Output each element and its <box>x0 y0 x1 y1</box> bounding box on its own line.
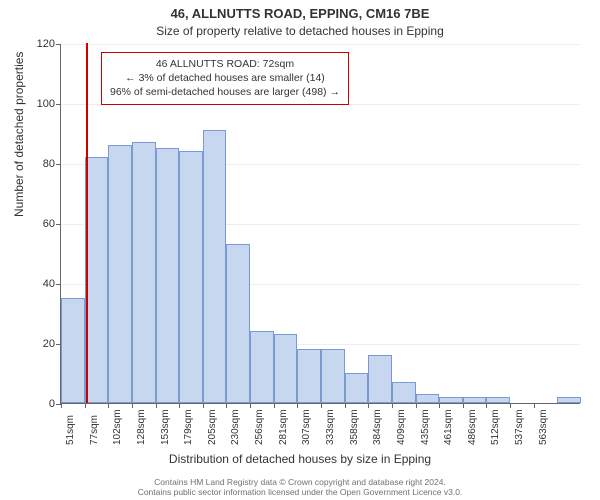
histogram-bar <box>463 397 487 403</box>
annotation-line2: ← 3% of detached houses are smaller (14) <box>110 71 340 85</box>
x-tick-label: 230sqm <box>230 409 241 445</box>
y-tick-label: 80 <box>43 158 61 170</box>
footer: Contains HM Land Registry data © Crown c… <box>0 477 600 498</box>
histogram-bar <box>250 331 274 403</box>
x-tick-label: 486sqm <box>467 409 478 445</box>
y-tick-label: 60 <box>43 218 61 230</box>
x-tick <box>203 403 204 408</box>
x-tick <box>345 403 346 408</box>
x-tick-label: 179sqm <box>183 409 194 445</box>
histogram-bar <box>108 145 132 403</box>
x-tick <box>274 403 275 408</box>
x-tick <box>486 403 487 408</box>
histogram-bar <box>85 157 109 403</box>
x-tick-label: 307sqm <box>301 409 312 445</box>
plot-area: 02040608010012051sqm77sqm102sqm128sqm153… <box>60 44 580 404</box>
histogram-bar <box>345 373 369 403</box>
x-tick-label: 358sqm <box>349 409 360 445</box>
histogram-bar <box>416 394 440 403</box>
y-tick-label: 0 <box>49 398 61 410</box>
x-axis-title: Distribution of detached houses by size … <box>0 452 600 466</box>
x-tick-label: 563sqm <box>538 409 549 445</box>
histogram-bar <box>439 397 463 403</box>
x-tick-label: 537sqm <box>514 409 525 445</box>
y-tick-label: 20 <box>43 338 61 350</box>
x-tick <box>179 403 180 408</box>
histogram-bar <box>486 397 510 403</box>
y-tick-label: 120 <box>37 38 61 50</box>
x-tick-label: 281sqm <box>278 409 289 445</box>
x-tick-label: 102sqm <box>112 409 123 445</box>
y-tick-label: 100 <box>37 98 61 110</box>
y-axis-title: Number of detached properties <box>12 52 26 217</box>
x-tick-label: 512sqm <box>490 409 501 445</box>
histogram-bar <box>203 130 227 403</box>
x-tick-label: 205sqm <box>207 409 218 445</box>
x-tick-label: 51sqm <box>65 415 76 445</box>
histogram-bar <box>179 151 203 403</box>
histogram-bar <box>156 148 180 403</box>
x-tick <box>534 403 535 408</box>
x-tick-label: 77sqm <box>89 415 100 445</box>
x-tick <box>108 403 109 408</box>
histogram-bar <box>557 397 581 403</box>
footer-line2: Contains public sector information licen… <box>0 487 600 498</box>
x-tick-label: 435sqm <box>420 409 431 445</box>
reference-line <box>86 43 88 403</box>
x-tick-label: 384sqm <box>372 409 383 445</box>
annotation-box: 46 ALLNUTTS ROAD: 72sqm ← 3% of detached… <box>101 52 349 105</box>
x-tick-label: 333sqm <box>325 409 336 445</box>
x-tick <box>61 403 62 408</box>
histogram-bar <box>132 142 156 403</box>
x-tick <box>392 403 393 408</box>
histogram-bar <box>368 355 392 403</box>
histogram-bar <box>321 349 345 403</box>
x-tick <box>85 403 86 408</box>
x-tick-label: 461sqm <box>443 409 454 445</box>
x-tick <box>226 403 227 408</box>
x-tick <box>463 403 464 408</box>
x-tick <box>321 403 322 408</box>
y-tick-label: 40 <box>43 278 61 290</box>
histogram-bar <box>274 334 298 403</box>
footer-line1: Contains HM Land Registry data © Crown c… <box>0 477 600 488</box>
x-tick-label: 409sqm <box>396 409 407 445</box>
x-tick <box>510 403 511 408</box>
chart-container: 46, ALLNUTTS ROAD, EPPING, CM16 7BE Size… <box>0 0 600 500</box>
histogram-bar <box>61 298 85 403</box>
chart-title: 46, ALLNUTTS ROAD, EPPING, CM16 7BE <box>0 6 600 21</box>
gridline <box>61 44 580 45</box>
x-tick <box>132 403 133 408</box>
histogram-bar <box>297 349 321 403</box>
x-tick <box>368 403 369 408</box>
x-tick-label: 153sqm <box>160 409 171 445</box>
x-tick <box>439 403 440 408</box>
histogram-bar <box>392 382 416 403</box>
histogram-bar <box>226 244 250 403</box>
x-tick-label: 256sqm <box>254 409 265 445</box>
x-tick <box>250 403 251 408</box>
x-tick-label: 128sqm <box>136 409 147 445</box>
x-tick <box>416 403 417 408</box>
x-tick <box>297 403 298 408</box>
x-tick <box>156 403 157 408</box>
chart-subtitle: Size of property relative to detached ho… <box>0 24 600 38</box>
annotation-line3: 96% of semi-detached houses are larger (… <box>110 85 340 99</box>
annotation-line1: 46 ALLNUTTS ROAD: 72sqm <box>110 57 340 71</box>
